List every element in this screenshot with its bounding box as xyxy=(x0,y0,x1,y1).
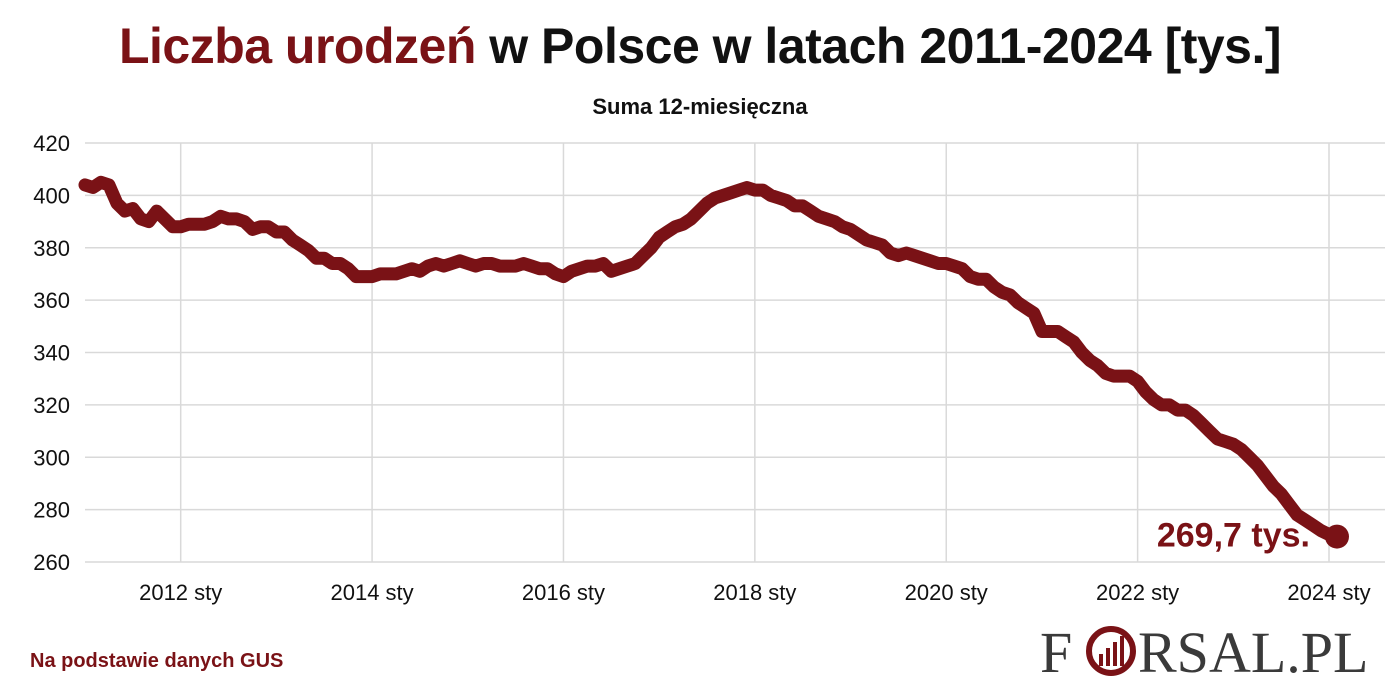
forsal-logo: F RSAL.PL xyxy=(1040,620,1368,684)
y-tick-label: 380 xyxy=(33,236,70,261)
source-note: Na podstawie danych GUS xyxy=(30,650,284,672)
y-tick-label: 320 xyxy=(33,393,70,418)
chart-title-rest: w Polsce w latach 2011-2024 [tys.] xyxy=(475,18,1282,74)
y-tick-label: 400 xyxy=(33,183,70,208)
y-tick-label: 340 xyxy=(33,341,70,366)
end-point-marker xyxy=(1324,524,1349,549)
chart-title: Liczba urodzeń w Polsce w latach 2011-20… xyxy=(0,14,1400,78)
x-tick-label: 2014 sty xyxy=(330,580,413,605)
y-tick-label: 360 xyxy=(33,288,70,313)
x-tick-label: 2022 sty xyxy=(1096,580,1179,605)
logo-letters-rsal-pl: RSAL.PL xyxy=(1138,620,1368,684)
chart-subtitle: Suma 12-miesięczna xyxy=(592,94,808,119)
end-value-label: 269,7 tys. xyxy=(1157,517,1310,555)
y-tick-label: 300 xyxy=(33,445,70,470)
x-tick-label: 2018 sty xyxy=(713,580,796,605)
y-tick-label: 260 xyxy=(33,550,70,575)
y-tick-label: 280 xyxy=(33,498,70,523)
x-tick-label: 2016 sty xyxy=(522,580,605,605)
chart-title-accent: Liczba urodzeń xyxy=(118,18,476,74)
y-tick-label: 420 xyxy=(33,131,70,156)
line-chart: 420 400 380 360 340 320 300 280 260 2012 sty 2014 … xyxy=(33,131,1385,605)
x-tick-label: 2024 sty xyxy=(1287,580,1370,605)
x-tick-label: 2012 sty xyxy=(139,580,222,605)
series-line xyxy=(78,175,1344,544)
logo-o-icon xyxy=(1086,626,1136,676)
x-tick-label: 2020 sty xyxy=(905,580,988,605)
logo-letter-f: F xyxy=(1040,620,1072,684)
